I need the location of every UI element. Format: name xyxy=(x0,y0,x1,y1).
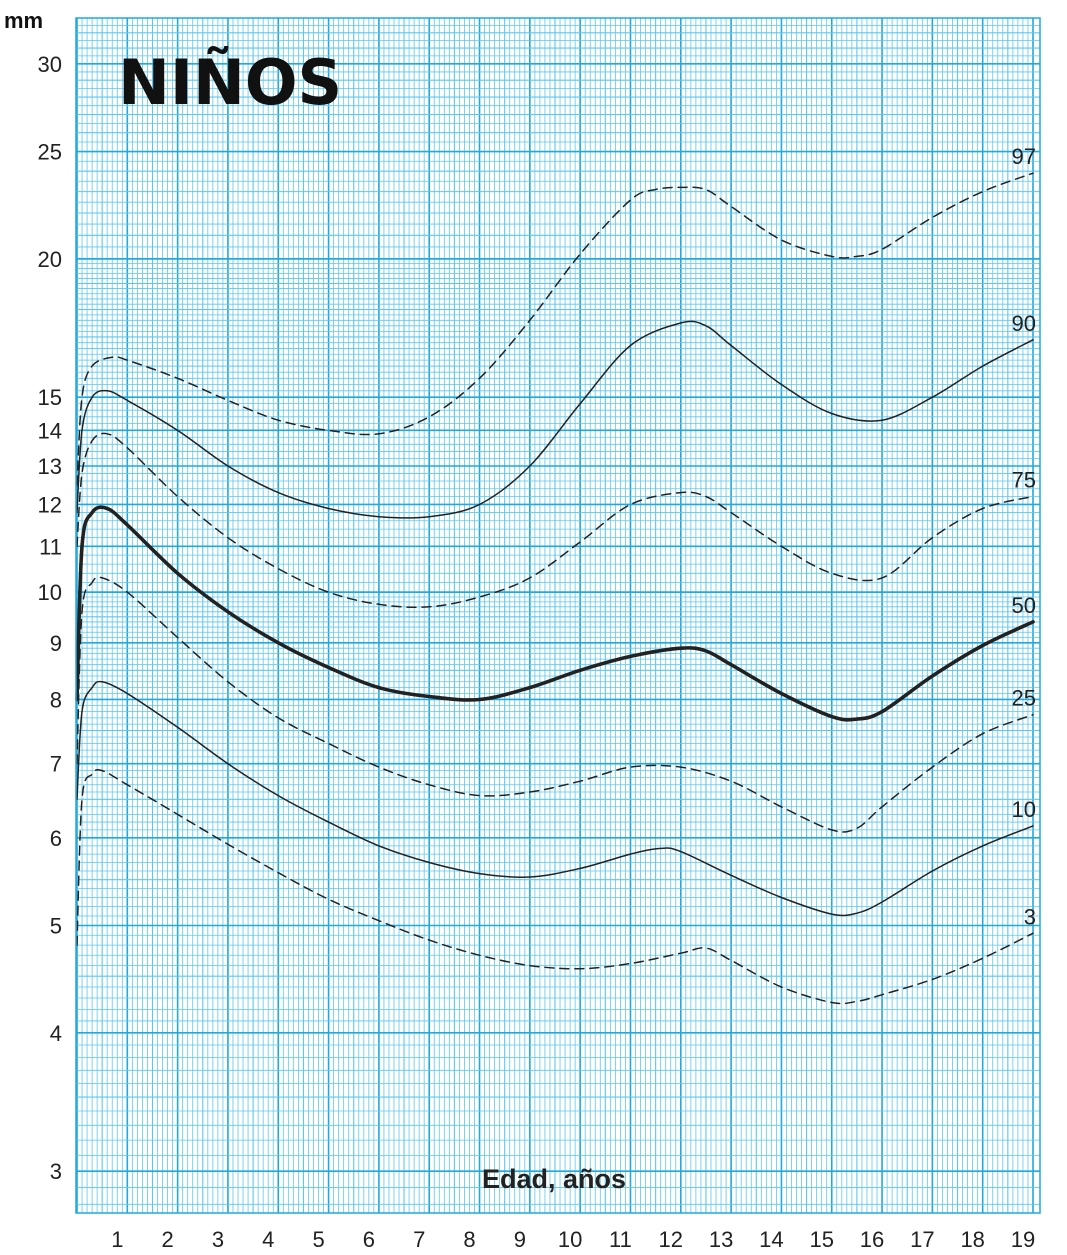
y-tick-label: 15 xyxy=(38,385,62,410)
x-tick-label: 12 xyxy=(659,1227,683,1252)
y-tick-label: 25 xyxy=(38,140,62,165)
x-tick-label: 18 xyxy=(960,1227,984,1252)
x-tick-label: 5 xyxy=(312,1227,324,1252)
grid xyxy=(76,17,1040,1213)
percentile-curve-25 xyxy=(76,576,1034,833)
percentile-label-90: 90 xyxy=(1012,311,1036,336)
x-tick-label: 19 xyxy=(1011,1227,1035,1252)
y-tick-labels: 3 4 5 6 7 8 9 10 11 12 13 14 15 20 25 30 xyxy=(38,52,62,1184)
percentile-label-97: 97 xyxy=(1012,144,1036,169)
y-tick-label: 4 xyxy=(50,1021,62,1046)
percentile-curve-3 xyxy=(76,768,1034,1005)
y-tick-label: 12 xyxy=(38,492,62,517)
percentile-labels: 97 90 75 50 25 10 3 xyxy=(1012,144,1036,929)
y-tick-label: 9 xyxy=(50,631,62,656)
x-tick-label: 17 xyxy=(910,1227,934,1252)
y-tick-label: 6 xyxy=(50,826,62,851)
x-tick-labels: 1 2 3 4 5 6 7 8 9 10 11 12 13 14 15 16 17 18 19 xyxy=(111,1227,1035,1252)
y-tick-label: 8 xyxy=(50,687,62,712)
x-tick-label: 9 xyxy=(514,1227,526,1252)
x-tick-label: 16 xyxy=(860,1227,884,1252)
percentile-label-75: 75 xyxy=(1012,468,1036,493)
x-tick-label: 3 xyxy=(212,1227,224,1252)
curves xyxy=(75,172,1035,1005)
chart-title: NIÑOS xyxy=(118,46,342,119)
y-tick-label: 5 xyxy=(50,913,62,938)
percentile-label-3: 3 xyxy=(1024,904,1036,929)
y-tick-label: 7 xyxy=(50,752,62,777)
x-tick-label: 11 xyxy=(609,1227,632,1252)
x-tick-label: 8 xyxy=(463,1227,475,1252)
x-tick-label: 2 xyxy=(162,1227,174,1252)
x-tick-label: 7 xyxy=(413,1227,425,1252)
y-tick-label: 14 xyxy=(38,418,62,443)
x-tick-label: 14 xyxy=(759,1227,783,1252)
x-tick-label: 13 xyxy=(709,1227,733,1252)
percentile-curve-50 xyxy=(75,505,1035,722)
percentile-curve-97 xyxy=(76,172,1034,486)
x-tick-label: 6 xyxy=(363,1227,375,1252)
x-tick-label: 4 xyxy=(262,1227,274,1252)
percentile-curve-90 xyxy=(76,320,1034,519)
y-tick-label: 30 xyxy=(38,52,62,77)
x-tick-label: 15 xyxy=(809,1227,833,1252)
y-axis-unit: mm xyxy=(4,8,43,33)
plot-frame xyxy=(75,17,1041,1214)
y-tick-label: 20 xyxy=(38,247,62,272)
x-tick-label: 10 xyxy=(558,1227,582,1252)
percentile-curve-10 xyxy=(76,680,1034,917)
percentile-curve-75 xyxy=(76,432,1034,609)
percentile-label-25: 25 xyxy=(1012,686,1036,711)
percentile-label-50: 50 xyxy=(1012,593,1036,618)
y-tick-label: 10 xyxy=(38,580,62,605)
x-axis-label: Edad, años xyxy=(482,1164,626,1194)
y-tick-label: 13 xyxy=(38,454,62,479)
y-tick-label: 11 xyxy=(39,534,62,559)
percentile-label-10: 10 xyxy=(1012,797,1036,822)
y-tick-label: 3 xyxy=(50,1159,62,1184)
x-tick-label: 1 xyxy=(111,1227,123,1252)
